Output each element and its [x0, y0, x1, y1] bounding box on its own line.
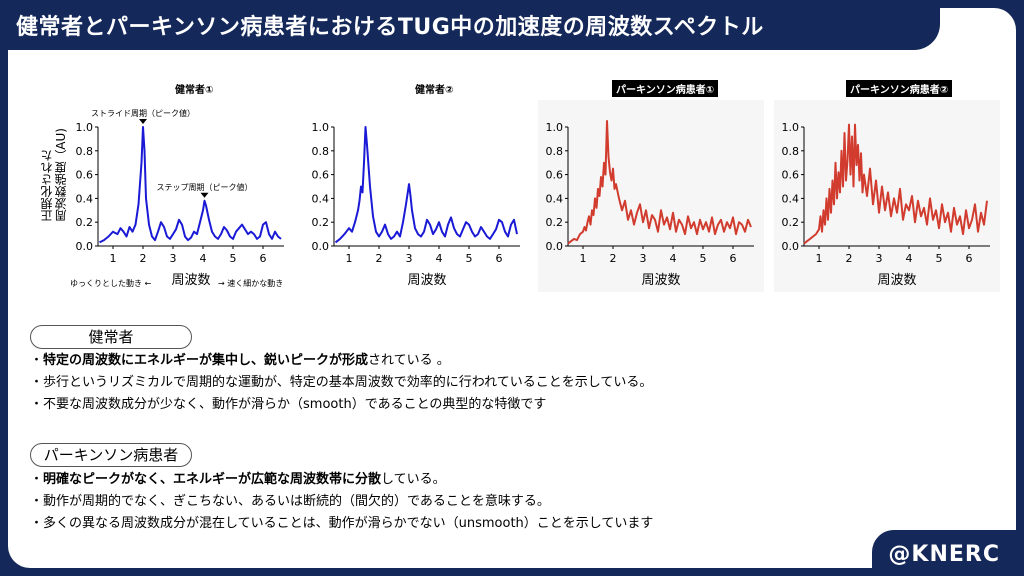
- x-axis-title: 周波数: [641, 273, 680, 288]
- y-tick-label: 0.4: [546, 192, 564, 205]
- parkinson-bullet-2-text: 動作が周期的でなく、ぎこちない、あるいは断続的（間欠的）であることを意味する。: [43, 494, 550, 509]
- healthy-bullet-3: ・不要な周波数成分が少なく、動作が滑らか（smooth）であることの典型的な特徴…: [30, 397, 547, 412]
- parkinson-bullet-1-bold: 明確なピークがなく、エネルギーが広範な周波数帯に分散: [43, 472, 382, 487]
- x-tick-label: 1: [110, 252, 117, 265]
- y-tick-label: 1.0: [76, 121, 94, 134]
- healthy-bullets: ・特定の周波数にエネルギーが集中し、鋭いピークが形成されている 。 ・歩行という…: [30, 350, 652, 416]
- parkinson-bullet-3-text: 多くの異なる周波数成分が混在していることは、動作が滑らかでない（unsmooth…: [43, 516, 654, 531]
- y-tick-label: 1.0: [782, 121, 800, 134]
- y-tick-label: 0.8: [782, 145, 800, 158]
- parkinson-bullets: ・明確なピークがなく、エネルギーが広範な周波数帯に分散している。 ・動作が周期的…: [30, 469, 653, 535]
- x-axis-title: 周波数: [877, 273, 916, 288]
- y-tick-label: 0.2: [782, 216, 800, 229]
- parkinson-bullet-1: ・明確なピークがなく、エネルギーが広範な周波数帯に分散している。: [30, 472, 446, 487]
- x-tick-label: 4: [906, 252, 913, 265]
- y-tick-label: 0.8: [76, 145, 94, 158]
- chart1-title: 健常者①: [175, 85, 214, 96]
- x-tick-label: 6: [260, 252, 267, 265]
- x-axis-title: 周波数: [407, 273, 446, 288]
- y-tick-label: 0.6: [76, 169, 94, 182]
- y-tick-label: 0.6: [546, 169, 564, 182]
- x-tick-label: 3: [170, 252, 177, 265]
- chart3-background: [538, 100, 764, 292]
- stride-peak-marker: [139, 119, 147, 124]
- y-tick-label: 0.0: [312, 240, 330, 253]
- y-tick-label: 0.0: [782, 240, 800, 253]
- x-tick-label: 5: [700, 252, 707, 265]
- y-tick-label: 0.4: [312, 192, 330, 205]
- chart-healthy-1: 0.0 0.2 0.4 0.6 0.8 1.0 1 2 3 4 5 6 周波数 ストライド周期（ピーク値）…: [76, 108, 284, 288]
- step-peak-label: ステップ周期（ピーク値）: [157, 182, 253, 192]
- parkinson-bullet-3: ・多くの異なる周波数成分が混在していることは、動作が滑らかでない（unsmoot…: [30, 516, 654, 531]
- healthy-bullet-1-tail: されている 。: [368, 353, 450, 368]
- x-tick-label: 2: [140, 252, 147, 265]
- y-tick-label: 0.2: [76, 216, 94, 229]
- y-tick-label: 0.0: [76, 240, 94, 253]
- series-line: [99, 126, 282, 244]
- x-axis-title: 周波数: [171, 273, 210, 288]
- step-peak-marker: [200, 192, 209, 198]
- chart3-title: パーキンソン病患者①: [612, 80, 719, 97]
- y-tick-label: 0.2: [546, 216, 564, 229]
- page-title: 健常者とパーキンソン病患者におけるTUG中の加速度の周波数スペクトル: [16, 15, 764, 40]
- parkinson-section-label: パーキンソン病患者: [30, 443, 192, 467]
- chart-parkinson-2: 0.0 0.2 0.4 0.6 0.8 1.0 1 2 3 4 5 6 周波数: [782, 121, 990, 288]
- y-axis-title-line2: 周波数強度（AU): [54, 128, 68, 222]
- stride-peak-label: ストライド周期（ピーク値）: [91, 108, 195, 118]
- x-tick-label: 4: [670, 252, 677, 265]
- y-tick-label: 0.8: [312, 145, 330, 158]
- chart4-title: パーキンソン病患者②: [846, 80, 953, 97]
- healthy-bullet-3-text: 不要な周波数成分が少なく、動作が滑らか（smooth）であることの典型的な特徴で…: [43, 397, 547, 412]
- x-tick-label: 6: [966, 252, 973, 265]
- brand-logo: @KNERC: [888, 542, 1000, 567]
- x-tick-label: 1: [346, 252, 353, 265]
- chart2-title: 健常者②: [415, 85, 454, 96]
- y-tick-label: 0.4: [782, 192, 800, 205]
- x-tick-label: 1: [816, 252, 823, 265]
- healthy-bullet-2-text: 歩行というリズミカルで周期的な運動が、特定の基本周波数で効率的に行われていること…: [43, 375, 653, 390]
- x-tick-label: 5: [466, 252, 473, 265]
- chart-healthy-2: 0.0 0.2 0.4 0.6 0.8 1.0 1 2 3 4 5 6 周波数: [312, 121, 520, 288]
- y-tick-label: 0.8: [546, 145, 564, 158]
- y-axis-title: 正規化された 周波数強度（AU): [40, 128, 68, 222]
- series-line: [567, 120, 752, 245]
- healthy-bullet-1: ・特定の周波数にエネルギーが集中し、鋭いピークが形成されている 。: [30, 353, 450, 368]
- x-tick-label: 2: [846, 252, 853, 265]
- x-tick-label: 3: [640, 252, 647, 265]
- healthy-bullet-2: ・歩行というリズミカルで周期的な運動が、特定の基本周波数で効率的に行われているこ…: [30, 375, 653, 390]
- x-tick-label: 2: [376, 252, 383, 265]
- y-tick-label: 0.6: [782, 169, 800, 182]
- chart-parkinson-1: 0.0 0.2 0.4 0.6 0.8 1.0 1 2 3 4 5 6 周波数: [546, 120, 754, 288]
- parkinson-bullet-1-tail: している。: [381, 472, 446, 487]
- healthy-bullet-1-bold: 特定の周波数にエネルギーが集中し、鋭いピークが形成: [43, 353, 369, 368]
- x-tick-label: 3: [406, 252, 413, 265]
- x-tick-label: 2: [610, 252, 617, 265]
- brand-box: [872, 530, 1024, 576]
- y-tick-label: 0.6: [312, 169, 330, 182]
- x-tick-label: 4: [200, 252, 207, 265]
- y-tick-label: 0.0: [546, 240, 564, 253]
- x-tick-label: 1: [580, 252, 587, 265]
- y-axis-title-line1: 正規化された: [40, 149, 54, 222]
- y-tick-label: 1.0: [312, 121, 330, 134]
- y-tick-label: 0.2: [312, 216, 330, 229]
- hint-slow-movement: ゆっくりとした動き ←: [70, 279, 152, 288]
- x-tick-label: 5: [230, 252, 237, 265]
- series-line: [803, 123, 988, 245]
- title-bar: 健常者とパーキンソン病患者におけるTUG中の加速度の周波数スペクトル: [0, 0, 940, 50]
- y-tick-label: 1.0: [546, 121, 564, 134]
- series-line: [334, 126, 518, 244]
- x-tick-label: 4: [436, 252, 443, 265]
- x-tick-label: 3: [876, 252, 883, 265]
- x-tick-label: 6: [496, 252, 503, 265]
- x-tick-label: 6: [730, 252, 737, 265]
- y-tick-label: 0.4: [76, 192, 94, 205]
- parkinson-bullet-2: ・動作が周期的でなく、ぎこちない、あるいは断続的（間欠的）であることを意味する。: [30, 494, 550, 509]
- hint-fast-movement: → 速く細かな動き: [218, 279, 284, 288]
- healthy-section-label: 健常者: [30, 325, 192, 349]
- x-tick-label: 5: [936, 252, 943, 265]
